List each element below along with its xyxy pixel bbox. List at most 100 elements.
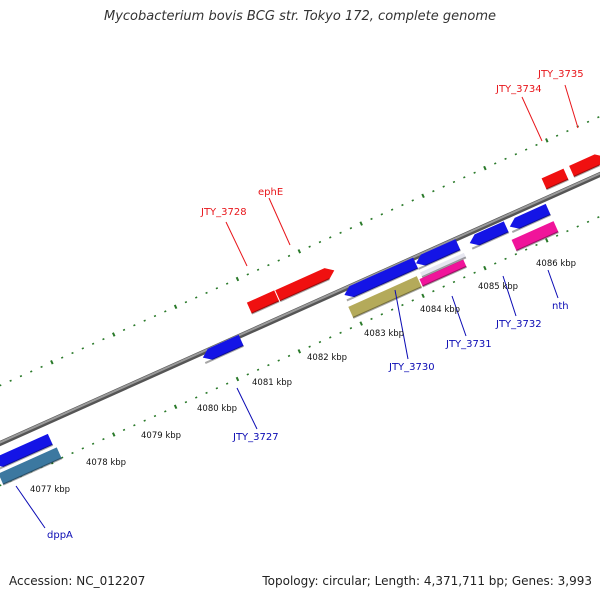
gene-feature-jty-3730-blue [344,257,419,302]
inner-tick [153,414,157,418]
inner-tick [122,428,126,432]
outer-tick [308,245,311,248]
inner-tick [235,376,240,382]
inner-tick [0,484,2,487]
gene-label[interactable]: ephE [258,187,283,198]
outer-tick [235,276,240,282]
outer-tick [390,208,394,211]
outer-tick [452,180,456,184]
outer-tick [256,268,260,271]
inner-tick [597,216,600,219]
gene-label[interactable]: JTY_3728 [200,207,247,218]
outer-tick [349,227,353,230]
gene-label[interactable]: JTY_3727 [232,432,279,443]
inner-tick [463,276,466,279]
outer-tick [215,287,219,290]
inner-tick [349,327,353,330]
gene-label[interactable]: JTY_3731 [445,339,492,350]
gene-feature-jty-3731-outline [420,252,467,279]
inner-tick [164,410,167,413]
outer-tick [9,379,12,382]
outer-tick [524,148,528,151]
outer-tick [370,217,373,221]
gene-label[interactable]: JTY_3734 [495,84,542,95]
gene-feature-jty-3734 [541,168,569,191]
outer-tick [91,342,95,345]
inner-tick [133,424,136,427]
gene-label[interactable]: nth [552,301,569,312]
outer-tick [473,171,476,174]
inner-tick [432,290,435,293]
inner-tick [473,271,476,274]
position-label: 4082 kbp [307,353,347,363]
outer-tick [535,143,538,147]
outer-tick [164,310,167,313]
leader-line [451,295,467,337]
inner-tick [81,447,85,450]
outer-tick [432,190,435,193]
map-title: Mycobacterium bovis BCG str. Tokyo 172, … [104,9,496,24]
outer-tick [112,332,116,337]
inner-tick [318,340,322,344]
gene-label[interactable]: JTY_3732 [495,319,542,330]
outer-tick [30,370,33,373]
inner-tick [329,336,332,339]
leader-line [225,221,248,267]
outer-tick [225,282,229,285]
position-labels: 4077 kbp 4078 kbp 4079 kbp 4080 kbp 4081 kbp… [30,259,576,495]
inner-tick [390,308,394,311]
outer-tick [277,259,280,262]
inner-tick [184,401,188,404]
outer-tick [184,301,188,304]
inner-tick [535,243,538,247]
inner-tick [277,359,280,362]
outer-tick [0,384,2,387]
gene-feature-jty-3727 [202,334,245,364]
gene-label[interactable]: dppA [47,530,73,541]
gene-feature-jty-3731-blue [416,239,461,270]
accession-text: Accession: NC_012207 [9,574,146,588]
leader-line [15,485,46,529]
inner-tick [401,303,404,307]
outer-tick [359,221,363,226]
inner-tick [339,331,342,334]
gene-label[interactable]: JTY_3730 [388,362,435,373]
inner-tick [297,349,302,354]
gene-feature-nth-blue [509,203,552,233]
leader-line [521,96,543,142]
inner-tick [60,456,64,459]
outer-tick [71,351,74,355]
inner-tick [359,321,363,326]
position-label: 4079 kbp [141,431,181,441]
inner-tick [483,265,487,271]
leader-line [394,289,409,360]
inner-tick-track [0,216,600,487]
inner-tick [566,229,569,233]
outer-tick [514,153,518,156]
inner-tick [112,432,116,437]
inner-tick [411,299,414,302]
outer-tick [60,356,64,359]
position-label: 4086 kbp [536,259,576,269]
outer-tick [566,129,569,133]
inner-tick [504,257,507,260]
genome-summary-text: Topology: circular; Length: 4,371,711 bp… [262,574,592,588]
outer-tick [246,273,250,276]
inner-tick [267,364,270,367]
outer-tick [442,185,445,188]
gene-feature-nth [511,221,559,252]
outer-tick [318,240,322,244]
leader-line [502,275,517,317]
gene-feature-jty-3735 [569,154,600,178]
outer-tick [411,199,414,202]
inner-tick [586,220,590,223]
inner-tick [545,238,549,243]
inner-tick [555,234,559,237]
leader-line [547,269,559,299]
gene-label[interactable]: JTY_3735 [537,69,584,80]
inner-tick [370,317,373,321]
outer-tick [50,360,54,365]
outer-tick [504,157,507,160]
